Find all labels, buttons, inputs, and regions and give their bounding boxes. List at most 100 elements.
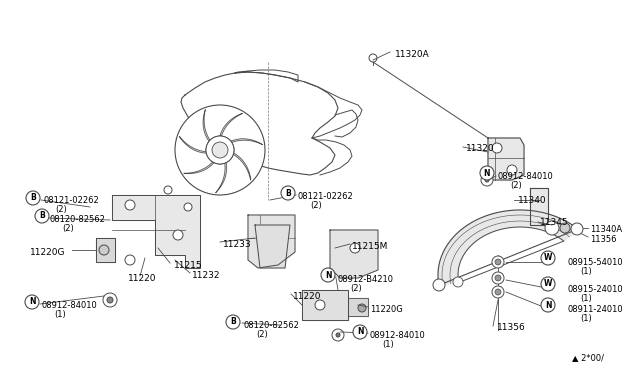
Circle shape	[184, 203, 192, 211]
Circle shape	[281, 186, 295, 200]
Circle shape	[492, 256, 504, 268]
Circle shape	[26, 191, 40, 205]
Text: 11356: 11356	[590, 235, 616, 244]
Circle shape	[560, 223, 570, 233]
Circle shape	[25, 295, 39, 309]
Polygon shape	[184, 162, 214, 173]
Polygon shape	[488, 138, 524, 180]
Text: (2): (2)	[510, 181, 522, 190]
Circle shape	[315, 300, 325, 310]
Circle shape	[206, 136, 234, 164]
Circle shape	[164, 186, 172, 194]
Text: (2): (2)	[310, 201, 322, 210]
Polygon shape	[330, 230, 378, 278]
Circle shape	[495, 259, 501, 265]
Circle shape	[107, 297, 113, 303]
Circle shape	[492, 286, 504, 298]
Text: N: N	[356, 327, 364, 337]
Polygon shape	[203, 110, 210, 141]
Polygon shape	[96, 238, 115, 262]
Text: 08915-54010: 08915-54010	[568, 258, 623, 267]
Polygon shape	[220, 113, 243, 136]
Polygon shape	[231, 139, 262, 145]
Circle shape	[125, 255, 135, 265]
Text: 11233: 11233	[223, 240, 252, 249]
Circle shape	[99, 245, 109, 255]
Text: W: W	[544, 253, 552, 263]
Text: B: B	[285, 189, 291, 198]
Circle shape	[336, 333, 340, 337]
Circle shape	[541, 251, 555, 265]
Text: 08120-82562: 08120-82562	[244, 321, 300, 330]
Text: B: B	[230, 317, 236, 327]
Text: W: W	[544, 279, 552, 289]
Polygon shape	[255, 225, 290, 268]
Text: 11220: 11220	[293, 292, 321, 301]
Text: (1): (1)	[580, 294, 592, 303]
Circle shape	[495, 289, 501, 295]
Circle shape	[485, 178, 489, 182]
Text: 11356: 11356	[497, 323, 525, 332]
Circle shape	[125, 200, 135, 210]
Circle shape	[358, 304, 366, 312]
Circle shape	[574, 224, 582, 232]
Text: 08121-02262: 08121-02262	[298, 192, 354, 201]
Circle shape	[350, 243, 360, 253]
Circle shape	[492, 143, 502, 153]
Text: B: B	[39, 212, 45, 221]
Circle shape	[35, 209, 49, 223]
Circle shape	[433, 279, 445, 291]
Circle shape	[571, 223, 583, 235]
Text: B: B	[30, 193, 36, 202]
Text: (2): (2)	[350, 284, 362, 293]
Text: (2): (2)	[256, 330, 268, 339]
Circle shape	[332, 329, 344, 341]
Text: 08912-B4210: 08912-B4210	[338, 275, 394, 284]
Circle shape	[369, 54, 377, 62]
Polygon shape	[216, 163, 227, 193]
Circle shape	[173, 230, 183, 240]
Text: 11320: 11320	[466, 144, 495, 153]
Circle shape	[545, 221, 559, 235]
Text: N: N	[324, 270, 332, 279]
Text: N: N	[545, 301, 551, 310]
Text: 08912-84010: 08912-84010	[370, 331, 426, 340]
Text: 11220: 11220	[128, 274, 157, 283]
Text: 08912-84010: 08912-84010	[42, 301, 98, 310]
Text: 11215: 11215	[174, 261, 203, 270]
Circle shape	[175, 105, 265, 195]
Text: (1): (1)	[580, 267, 592, 276]
Circle shape	[226, 315, 240, 329]
Circle shape	[480, 166, 494, 180]
Text: (1): (1)	[580, 314, 592, 323]
Circle shape	[507, 165, 517, 175]
Polygon shape	[179, 136, 206, 153]
Text: 11320A: 11320A	[395, 50, 429, 59]
Text: (1): (1)	[382, 340, 394, 349]
Text: 11232: 11232	[192, 271, 221, 280]
Text: N: N	[484, 169, 490, 177]
Circle shape	[492, 272, 504, 284]
Polygon shape	[112, 195, 200, 268]
Text: (2): (2)	[62, 224, 74, 233]
Text: 11215M: 11215M	[352, 242, 388, 251]
Polygon shape	[438, 210, 578, 285]
Polygon shape	[233, 153, 251, 180]
Text: 08121-02262: 08121-02262	[43, 196, 99, 205]
Circle shape	[212, 142, 228, 158]
Circle shape	[353, 325, 367, 339]
Text: 11220G: 11220G	[370, 305, 403, 314]
Polygon shape	[348, 298, 368, 316]
Circle shape	[541, 277, 555, 291]
Text: (1): (1)	[54, 310, 66, 319]
Circle shape	[103, 293, 117, 307]
Circle shape	[495, 275, 501, 281]
Text: 11340: 11340	[518, 196, 547, 205]
Text: 08120-82562: 08120-82562	[50, 215, 106, 224]
Text: (2): (2)	[55, 205, 67, 214]
Text: 11345: 11345	[540, 218, 568, 227]
Text: 08911-24010: 08911-24010	[568, 305, 623, 314]
Text: 11220G: 11220G	[30, 248, 65, 257]
Circle shape	[212, 142, 228, 158]
Polygon shape	[248, 215, 295, 268]
